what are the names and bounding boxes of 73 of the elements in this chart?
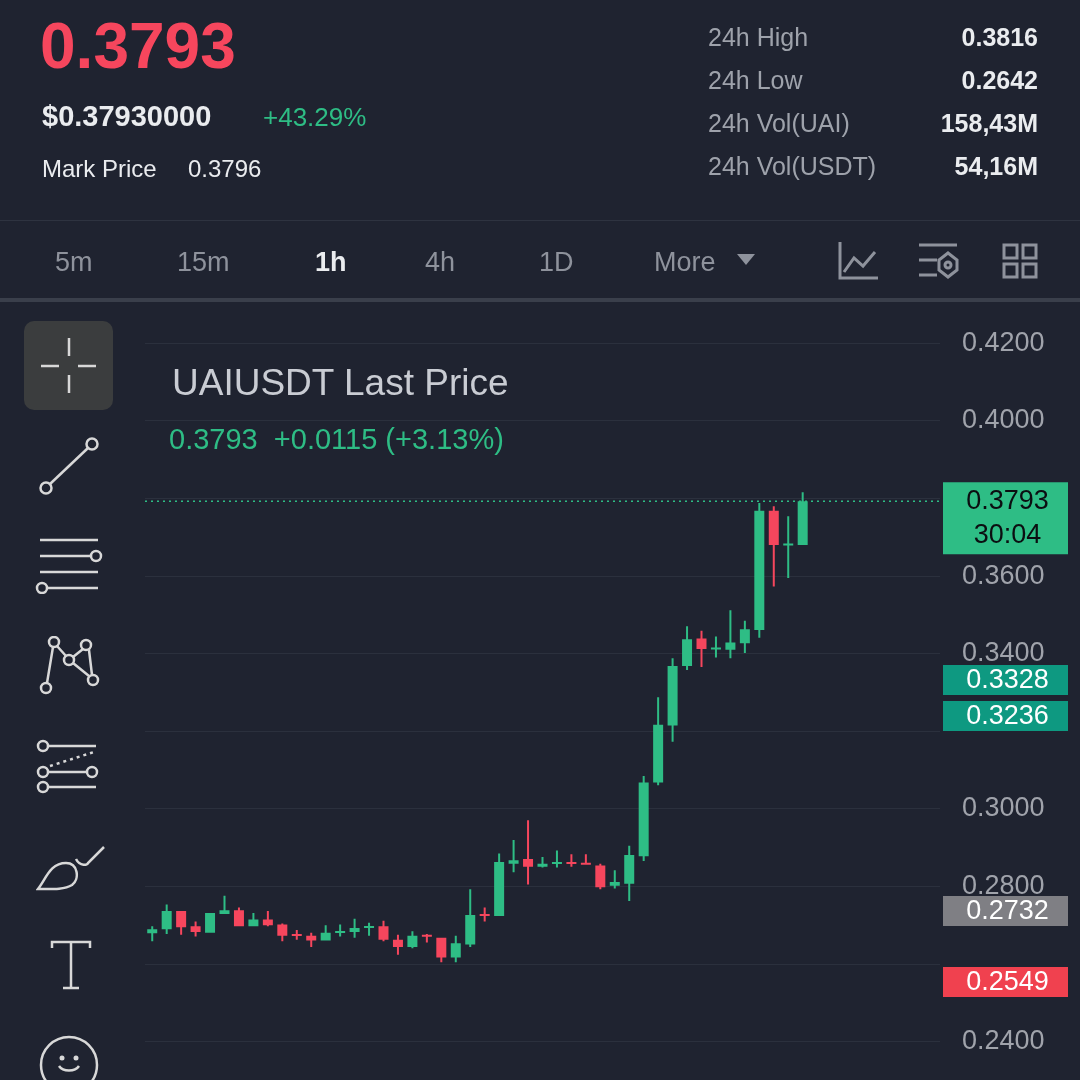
candlestick: [783, 516, 794, 579]
candlestick: [378, 920, 389, 942]
text: 0.2549: [966, 966, 1049, 997]
y-tick-label: 0.3000: [962, 792, 1045, 823]
candlestick: [306, 932, 317, 948]
candlestick: [537, 857, 548, 868]
text: 1h: [315, 247, 347, 277]
candlestick: [291, 930, 302, 940]
text: More: [654, 247, 716, 277]
candlestick: [739, 620, 750, 653]
candlestick: [479, 907, 490, 922]
text: 24h Low: [708, 66, 803, 94]
candlestick: [508, 839, 519, 873]
candlestick: [609, 870, 620, 889]
candlestick: [421, 933, 432, 943]
candlestick: [725, 610, 736, 659]
text: 24h High: [708, 23, 809, 51]
text: 15m: [177, 247, 230, 277]
text: 5m: [55, 247, 93, 277]
candlestick: [392, 934, 403, 955]
candlestick: [667, 658, 678, 742]
text: 54,16M: [954, 152, 1038, 180]
text: 24h Vol(UAI): [708, 109, 850, 137]
candlestick: [349, 918, 360, 938]
candlestick: [205, 912, 216, 933]
candlestick: [653, 697, 664, 786]
candlestick: [465, 889, 476, 948]
text: $0.37930000: [42, 100, 212, 132]
text: 0.3793: [40, 10, 236, 82]
y-tick-label: 0.3600: [962, 559, 1045, 590]
candlestick: [233, 907, 244, 927]
candlestick: [494, 853, 505, 917]
candlestick: [595, 863, 606, 890]
candlestick: [277, 923, 288, 942]
candlestick: [407, 931, 418, 949]
y-tick-label: 0.2400: [962, 1025, 1045, 1056]
text: 158,43M: [940, 109, 1038, 137]
text: +43.29%: [263, 102, 367, 132]
candlestick: [248, 912, 259, 927]
text: 0.3796: [188, 155, 262, 182]
candlestick: [176, 911, 187, 935]
ref-line-label: 0.3793 30:04: [966, 484, 1049, 549]
candlestick: [566, 854, 577, 867]
text: 4h: [425, 247, 456, 277]
candlestick: [624, 845, 635, 901]
candlestick: [335, 924, 346, 937]
text: 0.3236: [966, 700, 1049, 731]
text: 0.2642: [961, 66, 1038, 94]
candlestick: [638, 775, 649, 861]
candlestick: [147, 926, 158, 942]
candlestick: [696, 630, 707, 667]
candlestick: [682, 626, 693, 670]
candlestick: [262, 911, 273, 927]
candlestick: [710, 636, 721, 658]
candlestick: [768, 506, 779, 587]
candlestick: [580, 854, 591, 865]
text: 0.3793 +0.0115 (+3.13%): [169, 423, 504, 456]
candlestick: [190, 921, 201, 937]
text: 1D: [539, 247, 574, 277]
candlestick: [436, 937, 447, 963]
candlestick: [320, 925, 331, 941]
y-tick-label: 0.4000: [962, 404, 1045, 435]
text: UAIUSDT Last Price: [172, 362, 509, 404]
candlestick: [364, 922, 375, 936]
text: Mark Price: [42, 155, 157, 182]
text: 0.3816: [961, 23, 1038, 51]
candlestick: [523, 820, 534, 885]
candlestick: [219, 895, 230, 915]
candlestick: [551, 850, 562, 868]
candlestick: [161, 904, 172, 934]
y-tick-label: 0.4200: [962, 326, 1045, 357]
text: 24h Vol(USDT): [708, 152, 877, 180]
candlestick: [450, 935, 461, 963]
